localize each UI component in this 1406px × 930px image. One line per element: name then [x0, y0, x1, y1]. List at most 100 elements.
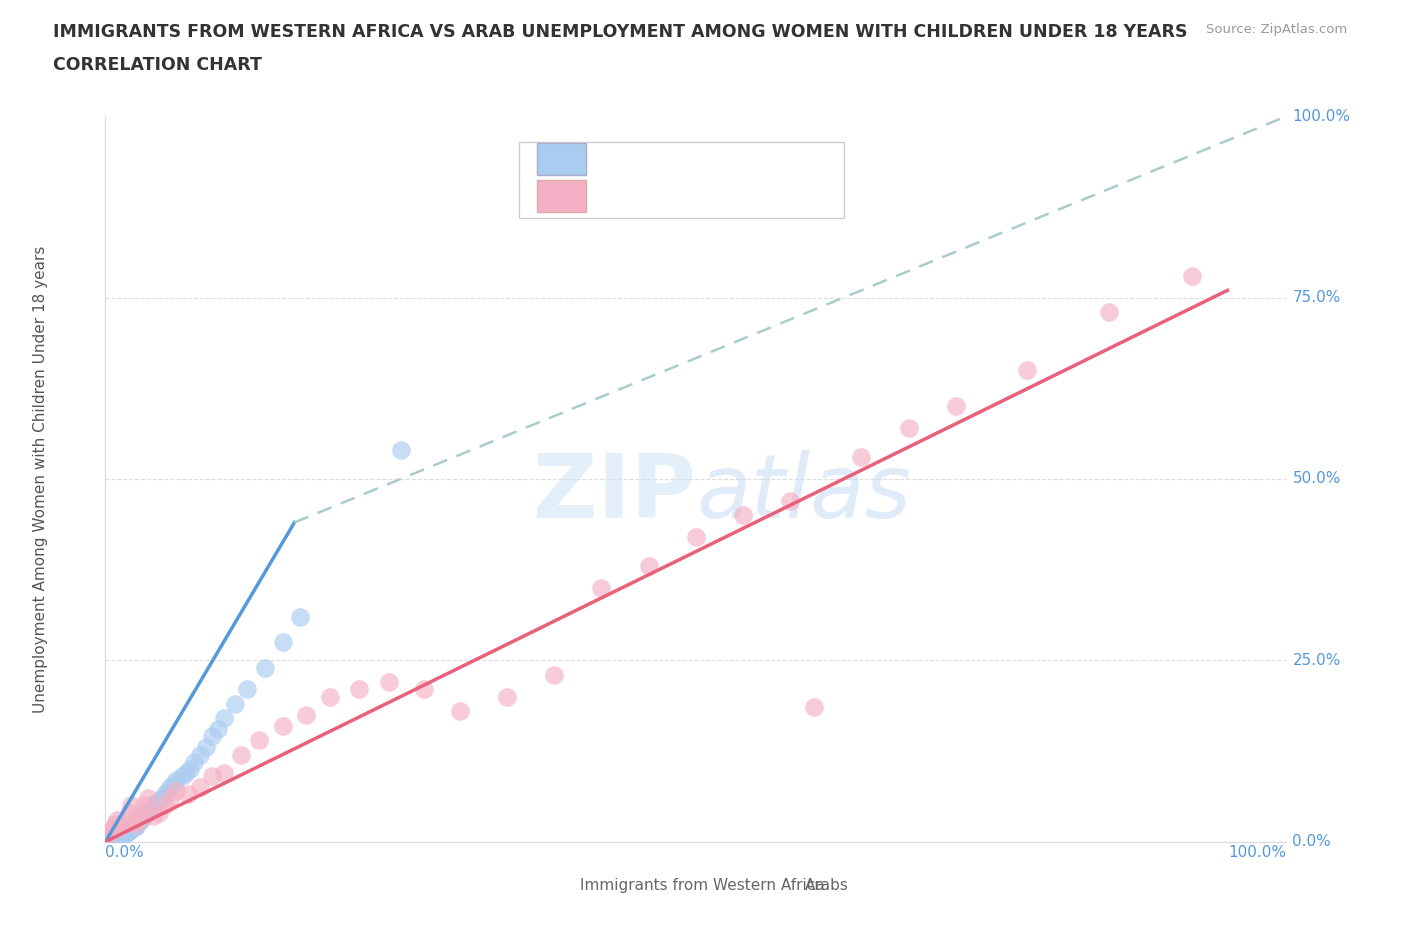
- Point: [135, 806, 157, 821]
- Point: [290, 609, 312, 624]
- Point: [165, 783, 187, 798]
- Point: [122, 818, 145, 833]
- Text: IMMIGRANTS FROM WESTERN AFRICA VS ARAB UNEMPLOYMENT AMONG WOMEN WITH CHILDREN UN: IMMIGRANTS FROM WESTERN AFRICA VS ARAB U…: [53, 23, 1188, 41]
- Point: [100, 832, 122, 847]
- Point: [271, 634, 294, 649]
- Text: CORRELATION CHART: CORRELATION CHART: [53, 56, 263, 73]
- Point: [945, 399, 967, 414]
- Point: [253, 660, 276, 675]
- Point: [115, 813, 138, 828]
- Point: [118, 805, 141, 820]
- Point: [685, 529, 707, 544]
- Bar: [530, 876, 567, 897]
- Point: [349, 682, 371, 697]
- Point: [143, 798, 166, 813]
- Point: [851, 450, 873, 465]
- Point: [105, 830, 128, 844]
- Point: [117, 824, 139, 839]
- Text: 100.0%: 100.0%: [1292, 109, 1350, 124]
- Point: [179, 762, 201, 777]
- Point: [135, 805, 157, 820]
- FancyBboxPatch shape: [519, 141, 844, 218]
- Point: [188, 747, 211, 762]
- Point: [118, 821, 141, 836]
- Text: N = 47: N = 47: [717, 192, 773, 206]
- Point: [118, 823, 141, 838]
- Point: [150, 790, 173, 805]
- Point: [183, 754, 205, 769]
- Point: [1181, 269, 1204, 284]
- Point: [111, 828, 134, 843]
- Point: [136, 804, 159, 818]
- Point: [153, 798, 176, 813]
- Bar: [755, 876, 790, 897]
- Text: 0.0%: 0.0%: [1292, 834, 1331, 849]
- Point: [127, 817, 149, 831]
- Point: [131, 811, 153, 826]
- FancyBboxPatch shape: [537, 180, 586, 212]
- Point: [165, 773, 187, 788]
- Point: [112, 827, 135, 842]
- Text: ZIP: ZIP: [533, 450, 696, 537]
- Point: [779, 493, 801, 508]
- Point: [107, 829, 129, 844]
- Text: R = 0.673: R = 0.673: [605, 154, 685, 169]
- Point: [188, 779, 211, 794]
- Point: [128, 814, 150, 829]
- Point: [142, 800, 165, 815]
- Text: Unemployment Among Women with Children Under 18 years: Unemployment Among Women with Children U…: [32, 246, 48, 712]
- Point: [637, 559, 659, 574]
- Point: [897, 420, 920, 435]
- Text: 75.0%: 75.0%: [1292, 290, 1341, 305]
- Point: [100, 823, 122, 838]
- Point: [201, 769, 224, 784]
- Point: [156, 785, 179, 800]
- Text: 50.0%: 50.0%: [1292, 472, 1341, 486]
- Point: [201, 729, 224, 744]
- Point: [295, 708, 318, 723]
- Point: [103, 819, 125, 834]
- Point: [139, 802, 162, 817]
- Point: [146, 794, 169, 809]
- Point: [121, 819, 143, 834]
- Point: [105, 813, 128, 828]
- Point: [207, 722, 229, 737]
- Point: [247, 733, 270, 748]
- Point: [212, 711, 235, 725]
- Point: [107, 830, 129, 844]
- Point: [591, 580, 613, 595]
- Point: [172, 769, 194, 784]
- Point: [115, 826, 138, 841]
- Point: [163, 777, 186, 791]
- Point: [149, 792, 172, 807]
- Point: [148, 805, 170, 820]
- Point: [136, 790, 159, 805]
- Point: [378, 674, 401, 689]
- Point: [236, 682, 259, 697]
- Point: [105, 830, 128, 845]
- Point: [153, 787, 176, 802]
- Text: Arabs: Arabs: [804, 879, 848, 894]
- Text: 0.0%: 0.0%: [105, 845, 145, 860]
- Point: [733, 508, 755, 523]
- Point: [120, 823, 142, 838]
- Point: [112, 826, 135, 841]
- Point: [112, 817, 135, 831]
- Text: R = 0.698: R = 0.698: [605, 192, 686, 206]
- Text: Source: ZipAtlas.com: Source: ZipAtlas.com: [1206, 23, 1347, 36]
- Point: [1098, 305, 1121, 320]
- Point: [125, 818, 148, 833]
- Point: [212, 765, 235, 780]
- FancyBboxPatch shape: [537, 143, 586, 175]
- Point: [129, 805, 152, 820]
- Point: [271, 718, 294, 733]
- Point: [1015, 363, 1038, 378]
- Point: [98, 827, 121, 842]
- Point: [97, 833, 120, 848]
- Point: [803, 700, 825, 715]
- Point: [114, 825, 136, 840]
- Point: [108, 830, 131, 844]
- Point: [128, 813, 150, 828]
- Point: [112, 826, 135, 841]
- Point: [159, 790, 181, 805]
